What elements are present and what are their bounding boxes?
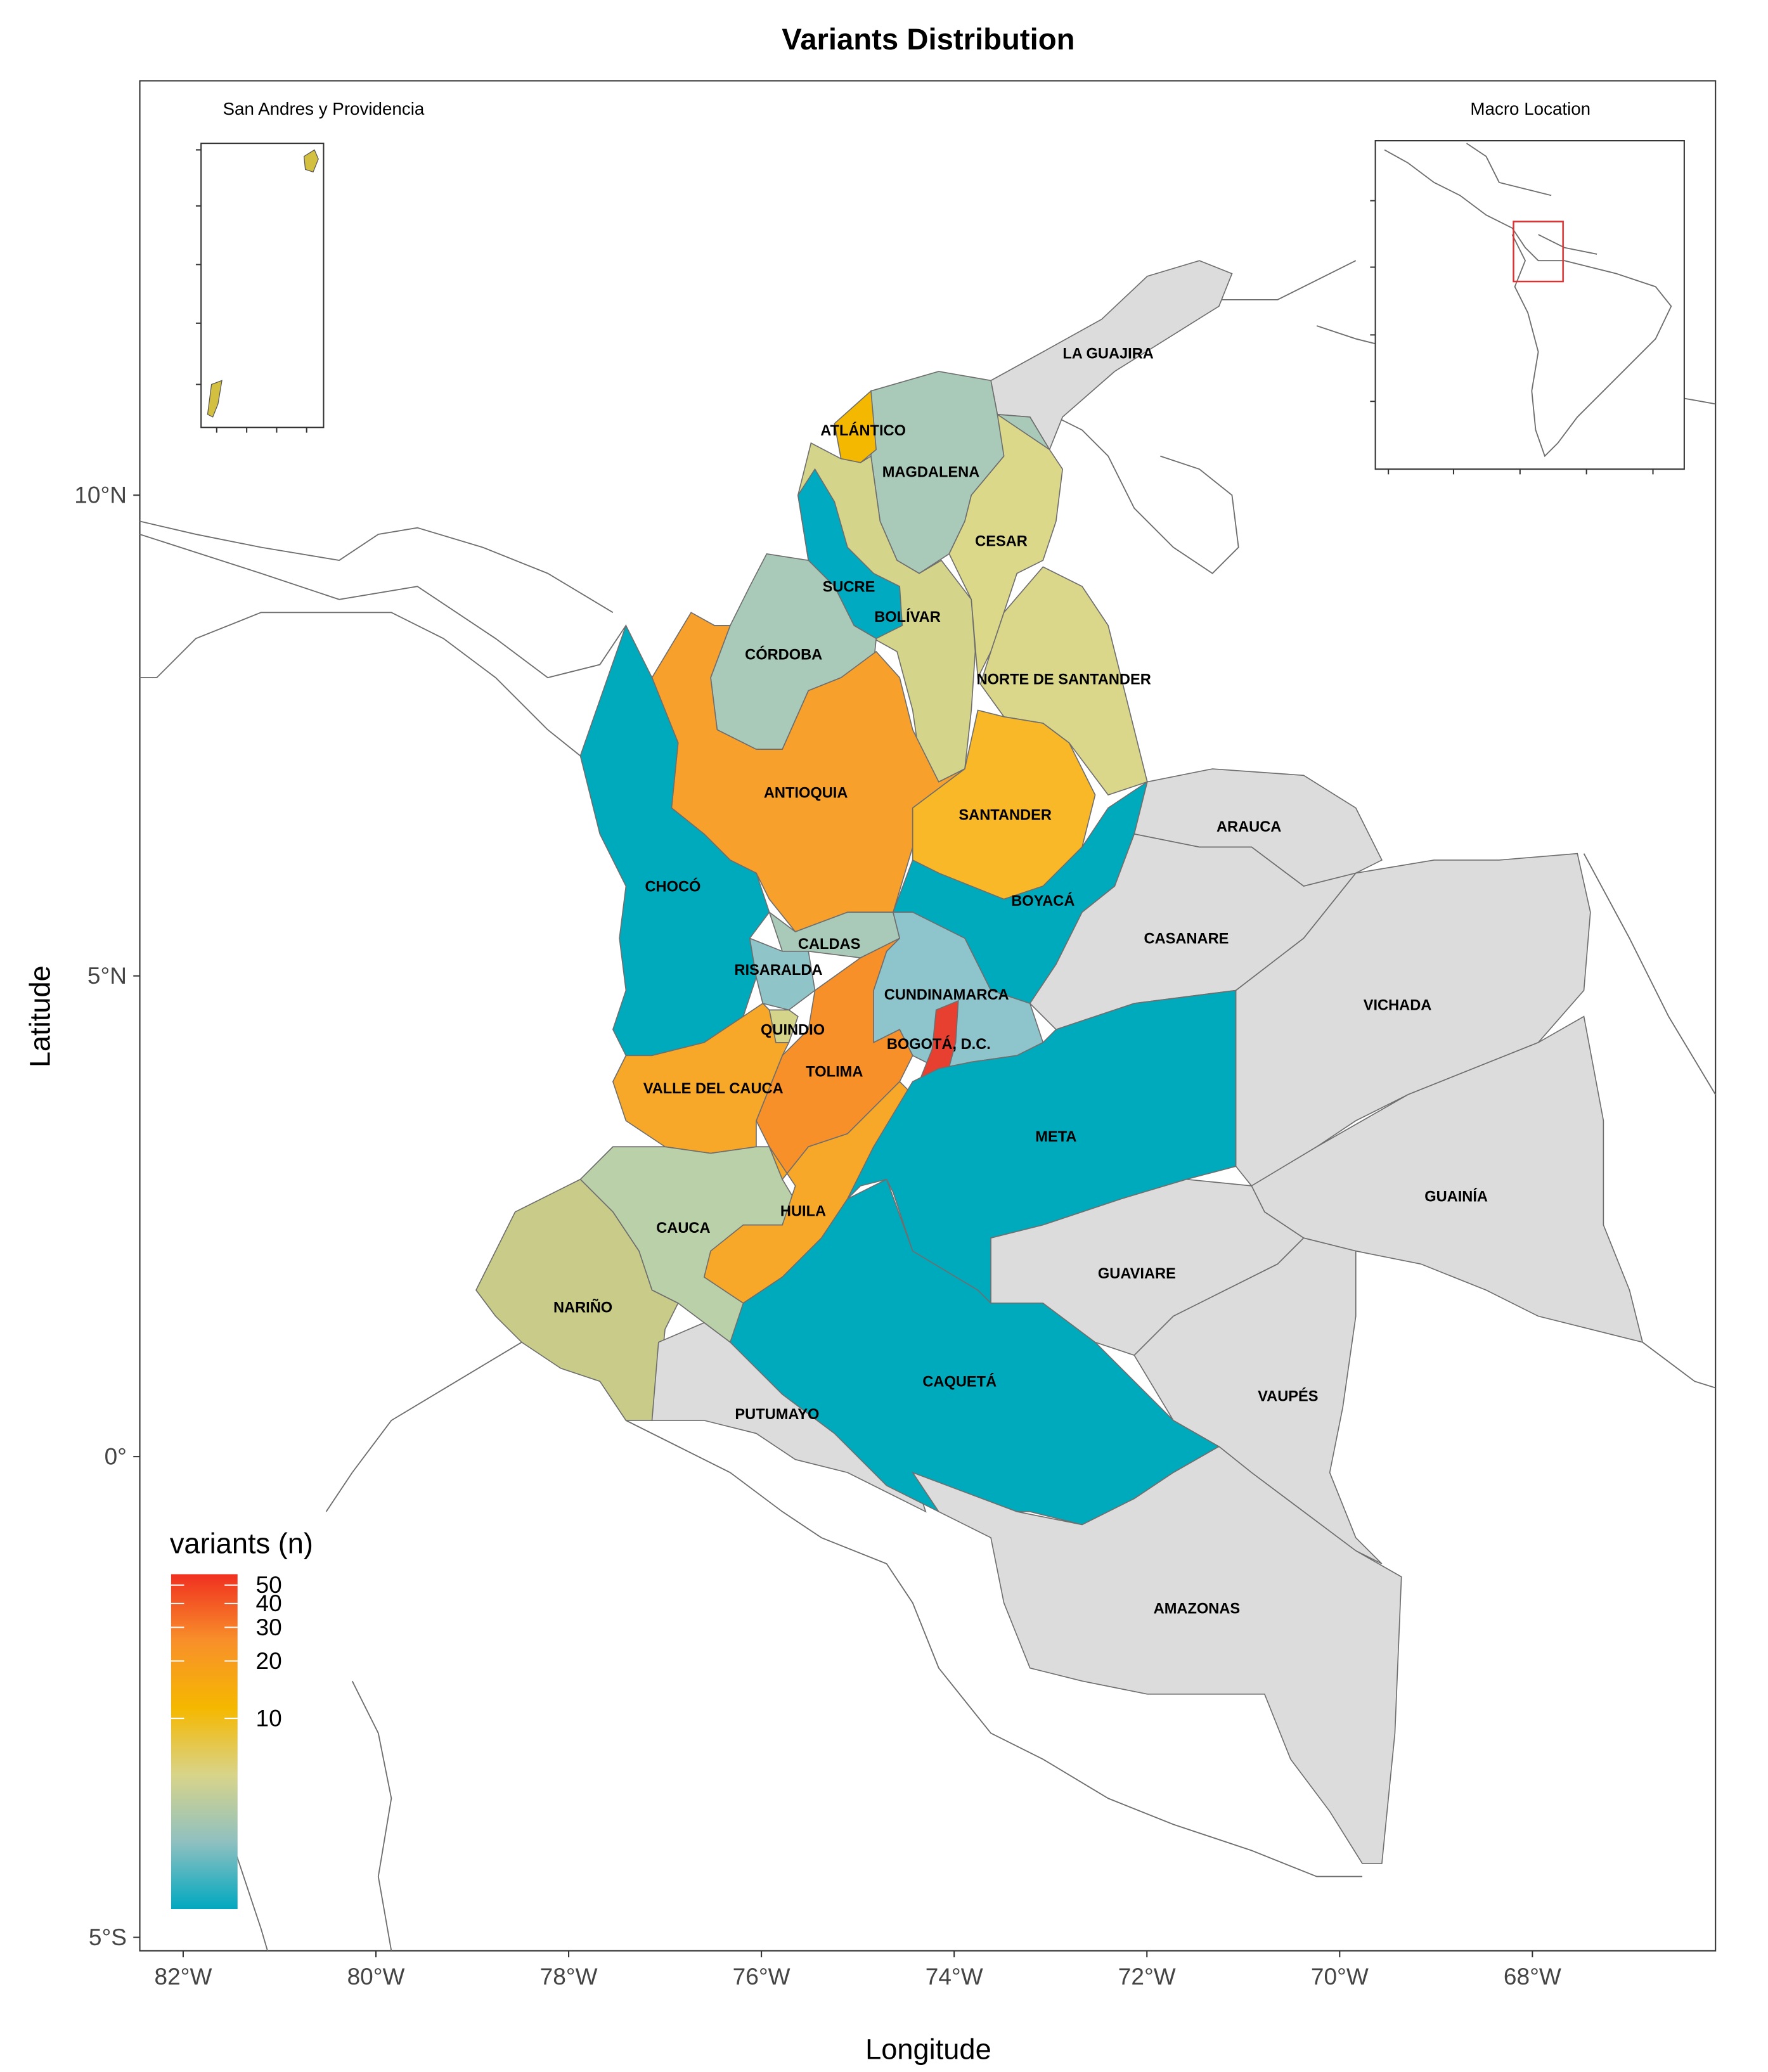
region-label: NARIÑO bbox=[553, 1298, 612, 1316]
island bbox=[207, 380, 223, 418]
region-label: VAUPÉS bbox=[1258, 1387, 1318, 1405]
region-label: BOYACÁ bbox=[1011, 892, 1074, 910]
legend-tick-label: 20 bbox=[256, 1648, 282, 1674]
region-label: BOLÍVAR bbox=[874, 608, 941, 626]
department bbox=[612, 1003, 790, 1154]
region-label: SUCRE bbox=[823, 579, 875, 595]
x-tick-label: 78°W bbox=[540, 1964, 598, 1990]
region-label: AMAZONAS bbox=[1154, 1600, 1241, 1617]
inset-ticks bbox=[1370, 200, 1654, 475]
department-labels: LA GUAJIRA ATLÁNTICO MAGDALENA CESAR SUC… bbox=[553, 345, 1488, 1617]
region-label: ANTIOQUIA bbox=[764, 785, 848, 801]
chart-title: Variants Distribution bbox=[782, 23, 1074, 56]
region-label: CHOCÓ bbox=[645, 877, 700, 895]
legend-title: variants (n) bbox=[170, 1528, 313, 1560]
x-tick-label: 82°W bbox=[155, 1964, 212, 1990]
region-label: ARAUCA bbox=[1216, 819, 1281, 835]
region-label: LA GUAJIRA bbox=[1062, 345, 1154, 362]
region-label: SANTANDER bbox=[958, 807, 1052, 823]
department bbox=[911, 1446, 1402, 1864]
region-label: BOGOTÁ, D.C. bbox=[887, 1035, 991, 1053]
inset-title: San Andres y Providencia bbox=[223, 99, 425, 119]
x-tick-label: 72°W bbox=[1118, 1964, 1176, 1990]
region-label: HUILA bbox=[780, 1203, 826, 1219]
inset-san-andres: San Andres y Providencia bbox=[195, 99, 425, 433]
region-label: CESAR bbox=[975, 534, 1028, 550]
legend-tick-label: 40 bbox=[256, 1590, 282, 1616]
department bbox=[979, 566, 1148, 796]
region-label: PUTUMAYO bbox=[735, 1406, 819, 1423]
department bbox=[834, 390, 877, 463]
departments bbox=[475, 260, 1644, 1864]
x-tick-label: 74°W bbox=[926, 1964, 983, 1990]
inset-frame bbox=[1374, 140, 1685, 470]
region-label: VALLE DEL CAUCA bbox=[643, 1081, 784, 1097]
region-label: NORTE DE SANTANDER bbox=[977, 671, 1151, 688]
region-label: CASANARE bbox=[1144, 931, 1229, 948]
y-tick-label: 0° bbox=[105, 1443, 127, 1469]
region-label: MAGDALENA bbox=[882, 465, 980, 481]
x-tick-label: 76°W bbox=[733, 1964, 790, 1990]
highlight-box bbox=[1513, 221, 1564, 283]
region-label: GUAVIARE bbox=[1098, 1266, 1176, 1282]
region-label: CAUCA bbox=[656, 1220, 710, 1237]
legend-tick-label: 30 bbox=[256, 1614, 282, 1640]
region-label: ATLÁNTICO bbox=[820, 421, 906, 439]
region-label: CALDAS bbox=[798, 936, 860, 953]
legend-tick-label: 10 bbox=[256, 1705, 282, 1731]
region-label: CUNDINAMARCA bbox=[884, 987, 1009, 1003]
inset-ticks bbox=[195, 149, 307, 433]
region-label: META bbox=[1035, 1129, 1076, 1145]
region-label: GUAINÍA bbox=[1424, 1188, 1488, 1206]
region-label: RISARALDA bbox=[734, 962, 822, 979]
department bbox=[749, 937, 816, 1011]
inset-macro: Macro Location bbox=[1370, 99, 1685, 475]
y-axis-label: Latitude bbox=[24, 965, 56, 1067]
region-label: QUINDIO bbox=[761, 1022, 825, 1039]
inset-frame bbox=[200, 143, 325, 428]
y-tick-label: 10°N bbox=[74, 482, 127, 508]
x-axis-label: Longitude bbox=[865, 2033, 991, 2065]
inset-title: Macro Location bbox=[1470, 99, 1591, 119]
region-label: VICHADA bbox=[1364, 997, 1432, 1013]
x-tick-label: 70°W bbox=[1311, 1964, 1369, 1990]
region-label: CAQUETÁ bbox=[922, 1373, 997, 1391]
x-tick-label: 80°W bbox=[347, 1964, 405, 1990]
island bbox=[303, 149, 319, 173]
region-label: TOLIMA bbox=[806, 1064, 863, 1080]
region-label: CÓRDOBA bbox=[745, 645, 822, 663]
y-tick-label: 5°S bbox=[89, 1924, 127, 1950]
colorbar bbox=[171, 1574, 238, 1910]
legend-tick-label: 50 bbox=[256, 1572, 282, 1598]
y-tick-label: 5°N bbox=[87, 963, 127, 989]
x-tick-label: 68°W bbox=[1504, 1964, 1561, 1990]
